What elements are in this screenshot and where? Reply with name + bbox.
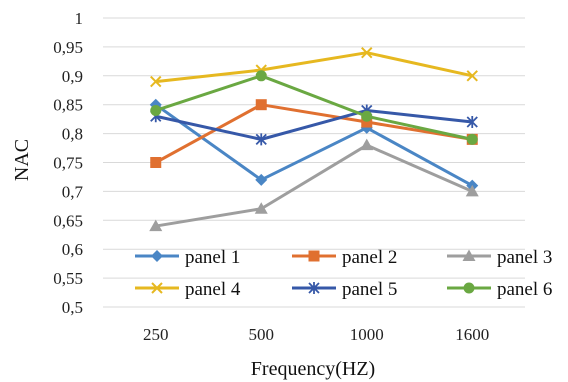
x-tick-label: 250 xyxy=(143,325,169,344)
series-panel-3 xyxy=(149,138,479,232)
series-line xyxy=(155,74,473,141)
y-tick-label: 1 xyxy=(75,9,84,28)
legend-label: panel 6 xyxy=(497,279,552,300)
grid-lines xyxy=(103,17,525,308)
series-line xyxy=(154,103,473,187)
y-tick-label: 0,9 xyxy=(62,67,83,86)
data-point xyxy=(360,138,374,151)
legend-marker xyxy=(151,250,163,262)
data-point xyxy=(466,116,478,129)
y-tick-label: 0,55 xyxy=(53,269,83,288)
data-point xyxy=(361,46,373,59)
series-line xyxy=(155,103,473,164)
x-tick-label: 500 xyxy=(249,325,275,344)
data-point xyxy=(466,133,478,145)
legend-marker xyxy=(151,282,163,294)
data-point xyxy=(254,202,268,214)
legend-label: panel 5 xyxy=(342,279,397,300)
y-tick-label: 0,8 xyxy=(62,125,83,144)
legend-marker xyxy=(308,282,320,294)
data-point xyxy=(150,157,162,168)
data-point xyxy=(466,70,478,82)
legend-item: panel 5 xyxy=(292,279,397,300)
x-tick-label: 1600 xyxy=(455,325,489,344)
legend-label: panel 2 xyxy=(342,247,397,268)
legend-label: panel 1 xyxy=(185,247,240,268)
legend: panel 1 panel 2 panel 3 panel 4 panel 5 panel… xyxy=(135,247,552,300)
y-tick-label: 0,65 xyxy=(53,211,83,230)
data-point xyxy=(150,104,162,116)
data-point xyxy=(255,133,267,146)
series-line xyxy=(155,143,473,228)
y-tick-label: 0,7 xyxy=(62,182,84,201)
series-panel-4 xyxy=(150,46,478,88)
x-tick-label: 1000 xyxy=(350,325,384,344)
legend-marker xyxy=(462,249,476,261)
legend-item: panel 1 xyxy=(135,247,240,268)
x-axis-title: Frequency(HZ) xyxy=(251,358,375,380)
data-point xyxy=(149,219,163,232)
data-point xyxy=(361,116,373,128)
legend-item: panel 2 xyxy=(292,247,397,268)
data-point xyxy=(255,70,267,82)
legend-item: panel 3 xyxy=(447,247,552,268)
data-point xyxy=(361,110,373,122)
y-tick-label: 0,75 xyxy=(53,154,83,173)
data-point xyxy=(465,184,479,197)
y-tick-label: 0,6 xyxy=(62,240,83,259)
legend-marker xyxy=(463,282,475,294)
legend-item: panel 4 xyxy=(135,279,241,300)
legend-label: panel 3 xyxy=(497,247,552,268)
legend-marker xyxy=(308,250,320,262)
data-point xyxy=(150,75,162,88)
series-line xyxy=(155,51,473,84)
x-axis-ticks: 250 500 1000 1600 xyxy=(143,325,489,344)
y-axis-ticks: 0,5 0,55 0,6 0,65 0,7 0,75 0,8 0,85 0,9 0,95 1 xyxy=(53,9,83,317)
legend-label: panel 4 xyxy=(185,279,241,300)
series-line xyxy=(155,108,473,141)
y-tick-label: 0,85 xyxy=(53,96,83,115)
data-point xyxy=(255,173,268,186)
y-tick-label: 0,5 xyxy=(62,298,83,317)
y-axis-title: NAC xyxy=(11,139,33,181)
y-tick-label: 0,95 xyxy=(53,38,83,57)
series-panel-6 xyxy=(150,70,478,145)
data-point xyxy=(255,99,267,111)
legend-item: panel 6 xyxy=(447,279,552,300)
series-lines xyxy=(149,46,479,232)
